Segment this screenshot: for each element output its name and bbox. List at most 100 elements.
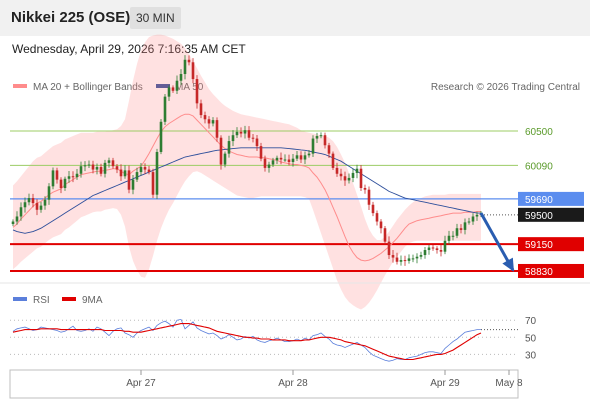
- candle-body: [55, 170, 59, 180]
- candle-body: [51, 170, 55, 187]
- legend-rsi-label: RSI: [33, 295, 50, 306]
- candle-body: [239, 131, 243, 134]
- legend-ma50-label: MA 50: [175, 82, 204, 93]
- candle-body: [443, 240, 447, 252]
- candle-body: [455, 228, 459, 236]
- candle-body: [291, 158, 295, 163]
- candle-body: [79, 166, 83, 174]
- candle-body: [115, 166, 119, 170]
- candle-body: [215, 120, 219, 138]
- candle-body: [199, 103, 203, 116]
- candle-body: [383, 228, 387, 242]
- level-badge-58830: [518, 263, 584, 278]
- candle-body: [135, 172, 139, 180]
- candle-body: [111, 160, 115, 167]
- candle-body: [475, 214, 479, 217]
- bollinger-band-fill: [13, 34, 481, 310]
- candle-body: [243, 130, 247, 134]
- candle-body: [99, 167, 103, 174]
- candle-body: [163, 96, 167, 122]
- candle-body: [415, 256, 419, 259]
- last-price-label: 59500: [525, 211, 553, 222]
- timeframe-button[interactable]: 30 MIN: [130, 7, 181, 29]
- candle-body: [159, 121, 163, 152]
- candle-body: [271, 160, 275, 165]
- candle-body: [323, 135, 327, 146]
- candle-body: [207, 119, 211, 124]
- candle-body: [283, 159, 287, 161]
- rsi-plot: 70 50 30: [10, 316, 537, 362]
- candle-body: [363, 188, 367, 190]
- candle-body: [67, 176, 71, 179]
- candle-body: [307, 153, 311, 156]
- legend-rsi-ma-label: 9MA: [82, 295, 103, 306]
- candle-body: [231, 135, 235, 142]
- candle-body: [75, 173, 79, 178]
- ma20-line: [12, 113, 481, 262]
- candle-body: [303, 155, 307, 160]
- candle-body: [331, 153, 335, 168]
- instrument-title: Nikkei 225 (OSE): [11, 9, 131, 26]
- candle-body: [423, 250, 427, 256]
- level-label-58830: 58830: [525, 267, 553, 278]
- candle-body: [391, 255, 395, 258]
- candle-body: [179, 74, 183, 81]
- candle-body: [327, 145, 331, 154]
- forecast-arrow-head: [502, 257, 514, 272]
- candle-body: [403, 260, 407, 262]
- candle-body: [471, 216, 475, 222]
- candle-body: [91, 164, 95, 170]
- candle-body: [87, 164, 91, 166]
- candle-body: [247, 130, 251, 138]
- candle-body: [83, 165, 87, 167]
- rsi-tick-label-50: 50: [525, 333, 537, 344]
- candle-body: [407, 258, 411, 261]
- candle-body: [171, 87, 175, 91]
- candle-body: [279, 157, 283, 160]
- candle-body: [219, 137, 223, 165]
- candle-body: [295, 155, 299, 159]
- level-badge-59150: [518, 237, 584, 252]
- candle-body: [311, 138, 315, 154]
- candle-body: [267, 164, 271, 168]
- candle-body: [395, 257, 399, 262]
- candle-body: [315, 136, 319, 139]
- rsi-line: [12, 318, 481, 362]
- candle-body: [39, 205, 43, 210]
- candle-body: [387, 241, 391, 256]
- last-price-badge: [518, 207, 584, 222]
- level-label-59690: 59690: [525, 195, 553, 206]
- candle-body: [351, 172, 355, 178]
- candle-body: [107, 160, 111, 163]
- candle-body: [175, 80, 179, 91]
- candle-body: [379, 221, 383, 229]
- x-tick-label: Apr 28: [278, 378, 308, 389]
- candle-body: [467, 221, 471, 223]
- candle-body: [299, 155, 303, 160]
- candle-body: [151, 172, 155, 195]
- candle-body: [411, 258, 415, 260]
- candle-body: [255, 138, 259, 147]
- candle-body: [427, 247, 431, 251]
- candle-body: [71, 176, 75, 178]
- main-plot: 60500 60090 59690 59150 58830 59500: [10, 34, 584, 310]
- candle-body: [223, 153, 227, 165]
- candle-body: [227, 141, 231, 154]
- candle-body: [259, 146, 263, 159]
- attribution: Research © 2026 Trading Central: [431, 82, 580, 93]
- legend-rsi-ma-swatch: [62, 297, 76, 301]
- candle-body: [167, 87, 171, 97]
- rsi-tick-label-70: 70: [525, 316, 537, 327]
- candle-body: [287, 159, 291, 163]
- candle-body: [155, 151, 159, 195]
- candle-body: [359, 168, 363, 188]
- x-axis: [9, 369, 519, 399]
- candle-body: [371, 204, 375, 214]
- candle-body: [319, 135, 323, 137]
- level-label-60090: 60090: [525, 161, 553, 172]
- candle-body: [103, 162, 107, 174]
- candle-body: [419, 255, 423, 257]
- candle-body: [11, 221, 15, 225]
- candle-body: [459, 228, 463, 230]
